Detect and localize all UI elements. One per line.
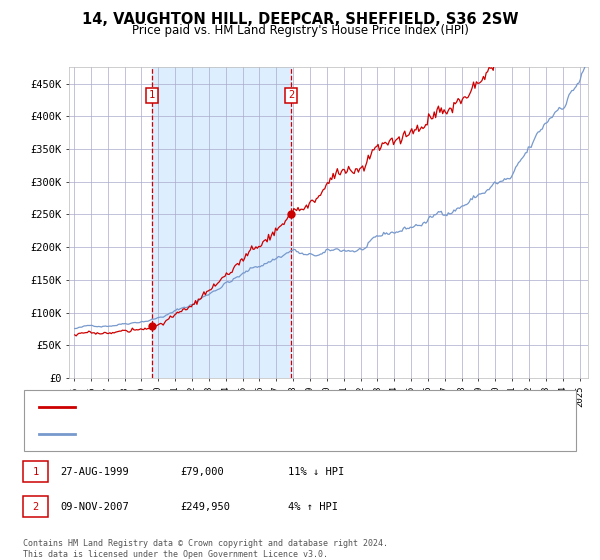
Text: 1: 1 xyxy=(32,466,38,477)
Text: 1: 1 xyxy=(149,90,155,100)
Text: 14, VAUGHTON HILL, DEEPCAR, SHEFFIELD, S36 2SW: 14, VAUGHTON HILL, DEEPCAR, SHEFFIELD, S… xyxy=(82,12,518,27)
Text: Contains HM Land Registry data © Crown copyright and database right 2024.
This d: Contains HM Land Registry data © Crown c… xyxy=(23,539,388,559)
Text: 4% ↑ HPI: 4% ↑ HPI xyxy=(288,502,338,512)
Text: 11% ↓ HPI: 11% ↓ HPI xyxy=(288,466,344,477)
Text: 27-AUG-1999: 27-AUG-1999 xyxy=(60,466,129,477)
Text: 14, VAUGHTON HILL, DEEPCAR, SHEFFIELD, S36 2SW (detached house): 14, VAUGHTON HILL, DEEPCAR, SHEFFIELD, S… xyxy=(81,402,459,412)
Text: HPI: Average price, detached house, Sheffield: HPI: Average price, detached house, Shef… xyxy=(81,429,351,439)
Text: 2: 2 xyxy=(32,502,38,512)
Text: 2: 2 xyxy=(288,90,294,100)
Text: Price paid vs. HM Land Registry's House Price Index (HPI): Price paid vs. HM Land Registry's House … xyxy=(131,24,469,37)
Text: 09-NOV-2007: 09-NOV-2007 xyxy=(60,502,129,512)
Text: £249,950: £249,950 xyxy=(180,502,230,512)
Text: £79,000: £79,000 xyxy=(180,466,224,477)
Bar xyxy=(152,67,291,378)
